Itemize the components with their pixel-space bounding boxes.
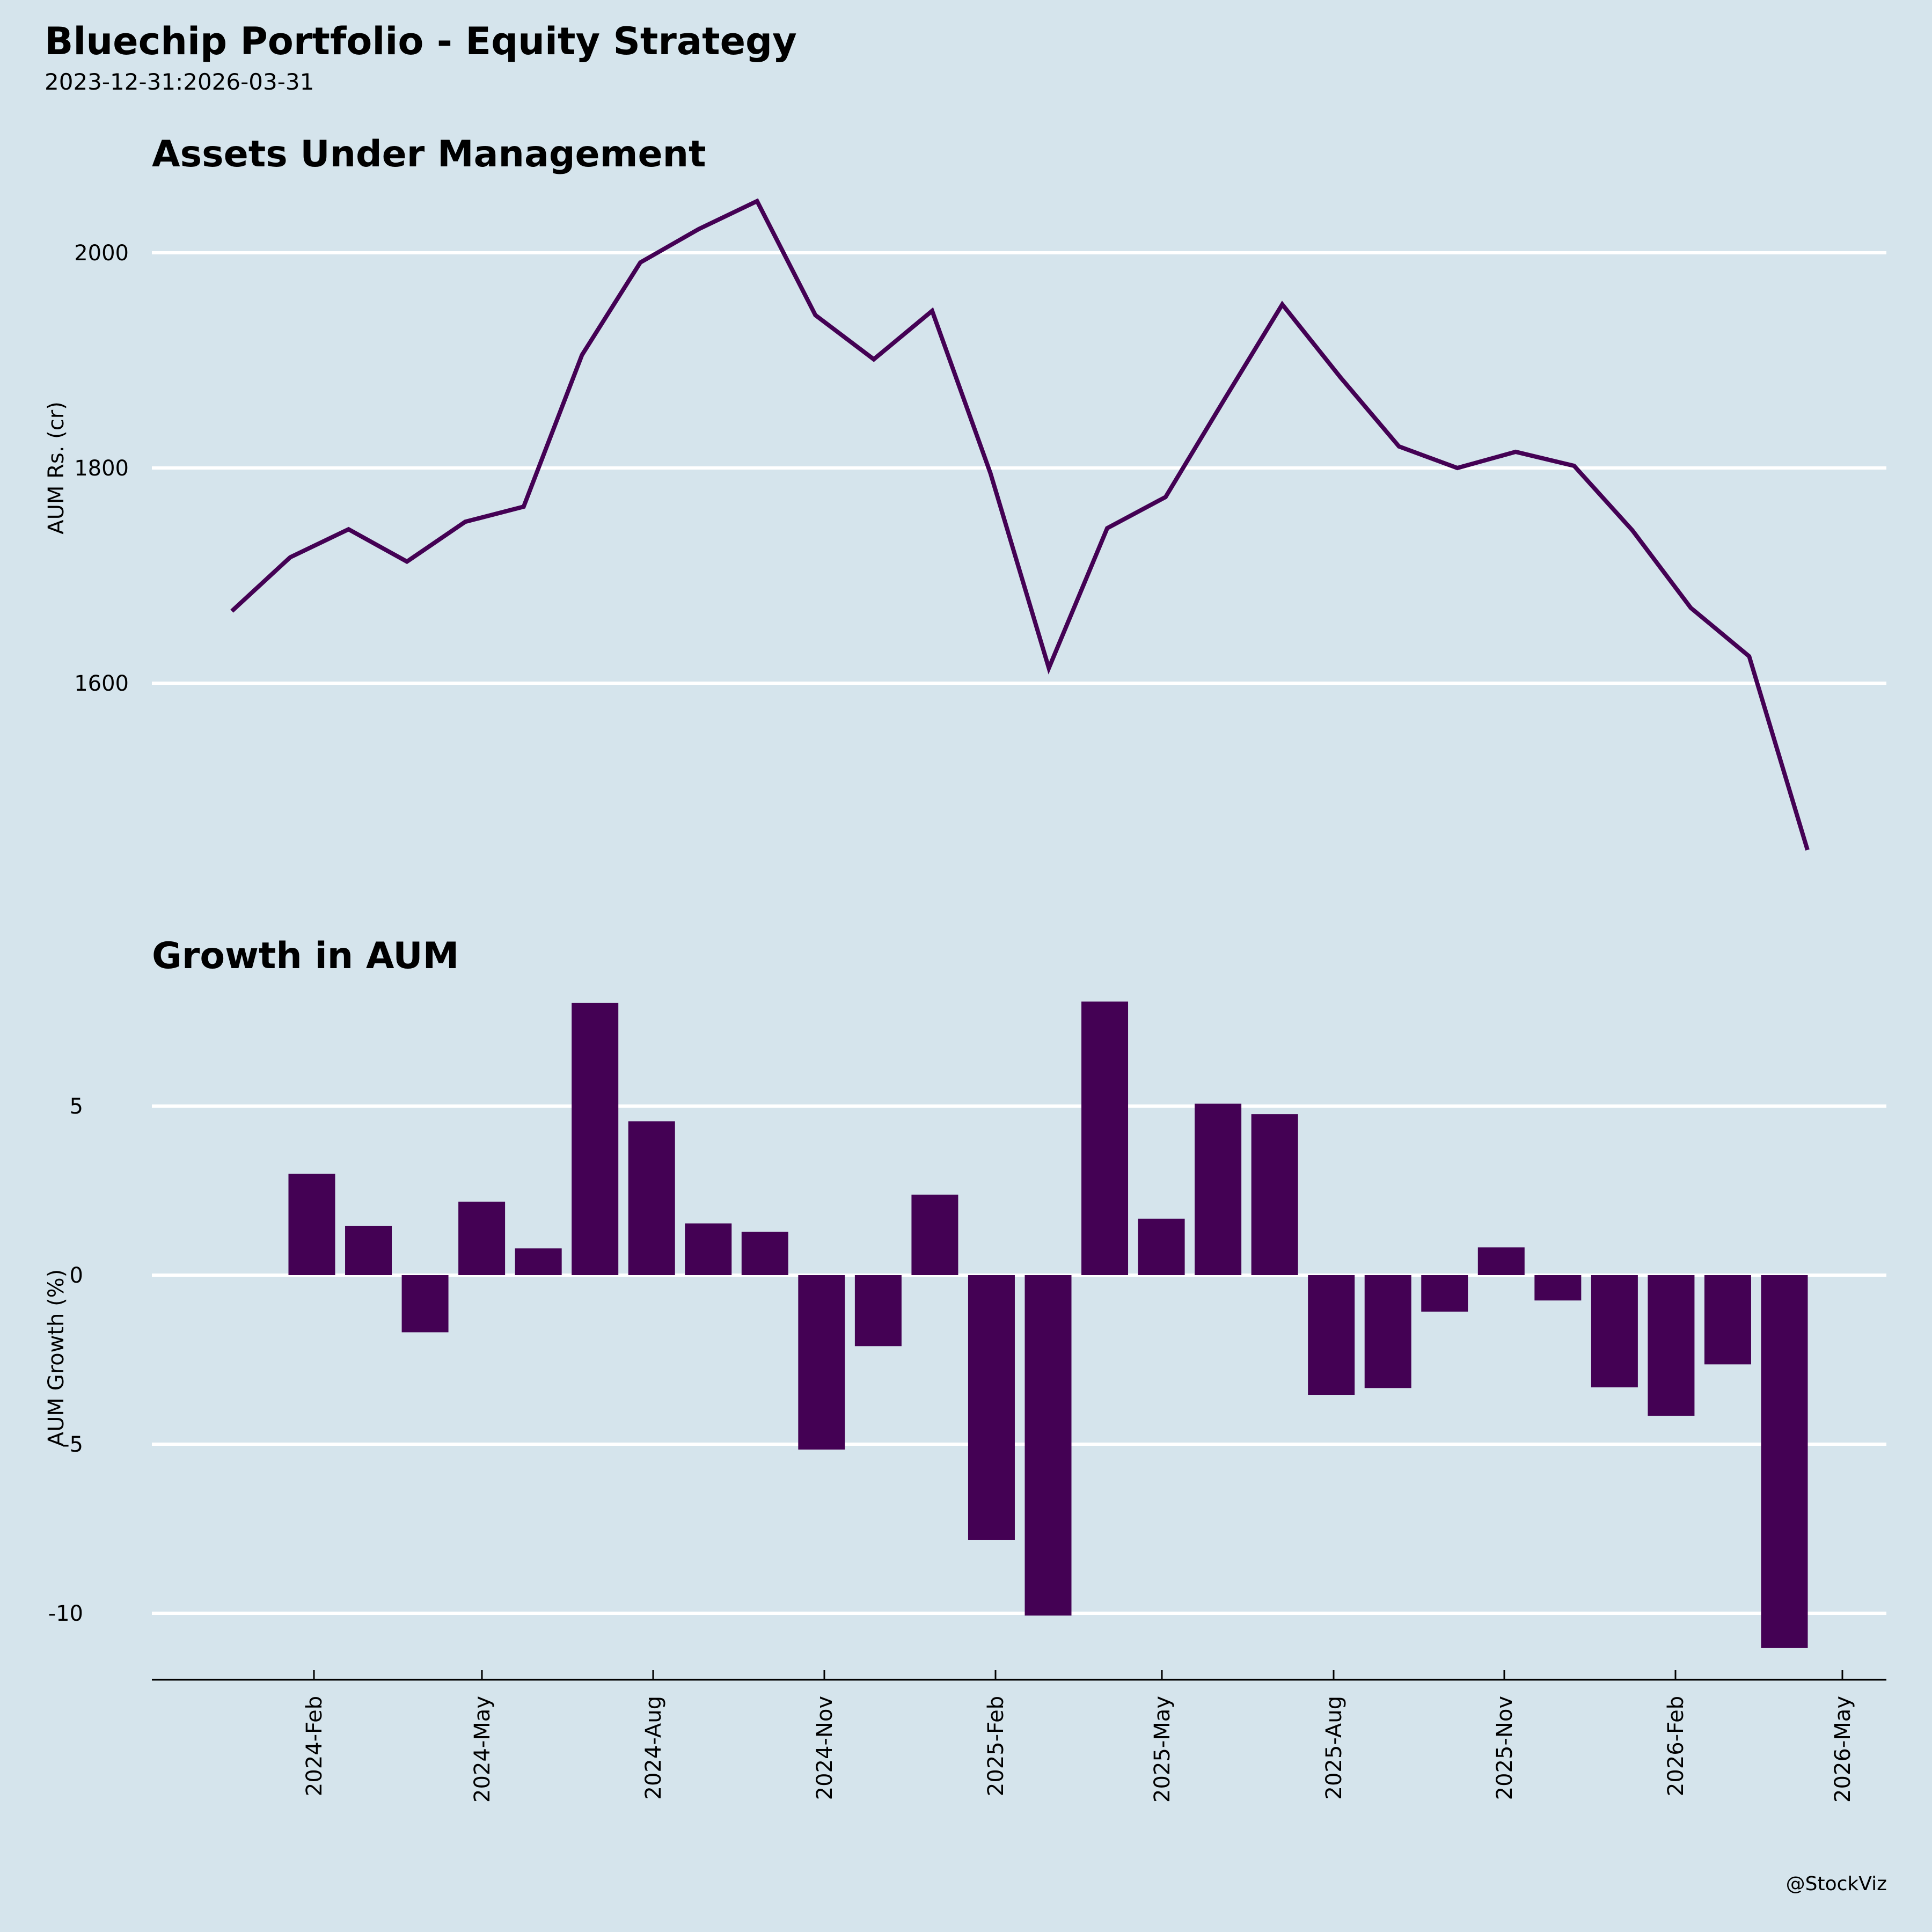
chart-subtitle: 2023-12-31:2026-03-31: [45, 69, 314, 95]
growth-bar: [515, 1248, 562, 1275]
growth-bar: [1308, 1275, 1355, 1395]
x-tick-label: 2024-Nov: [813, 1696, 837, 1800]
growth-bar: [628, 1121, 675, 1275]
growth-bar: [288, 1174, 335, 1275]
growth-bar: [1195, 1103, 1242, 1275]
growth-bar: [1364, 1275, 1411, 1388]
growth-panel-title: Growth in AUM: [152, 935, 459, 977]
growth-bar: [854, 1275, 902, 1346]
growth-bar: [401, 1275, 449, 1333]
growth-bar: [1421, 1275, 1468, 1312]
aum-y-tick-label: 1800: [74, 456, 129, 481]
chart-title: Bluechip Portfolio - Equity Strategy: [45, 19, 797, 63]
growth-bar: [1024, 1275, 1072, 1616]
x-tick-label: 2024-May: [470, 1696, 495, 1803]
aum-gridlines: [152, 251, 1886, 685]
growth-bar: [1534, 1275, 1582, 1301]
growth-bar: [968, 1275, 1015, 1540]
x-tick-label: 2026-Feb: [1664, 1696, 1688, 1796]
growth-bar: [1761, 1275, 1808, 1648]
growth-bar: [458, 1202, 506, 1275]
x-tick-label: 2025-Aug: [1322, 1696, 1346, 1799]
x-tick-label: 2026-May: [1831, 1696, 1855, 1803]
aum-line: [230, 198, 1810, 851]
growth-bar: [798, 1275, 845, 1450]
growth-y-tick-label: -10: [48, 1601, 83, 1626]
growth-bar: [1251, 1114, 1298, 1275]
growth-bar: [1648, 1275, 1695, 1416]
growth-bar: [1591, 1275, 1638, 1388]
growth-bar: [911, 1195, 958, 1275]
aum-y-tick-label: 1600: [74, 671, 129, 696]
aum-line-series: [230, 198, 1810, 851]
aum-y-tick-label: 2000: [74, 241, 129, 266]
x-tick-label: 2025-Nov: [1492, 1696, 1517, 1800]
aum-y-tick-labels: 1600 1800 2000: [74, 241, 129, 696]
growth-bar: [685, 1223, 732, 1275]
growth-y-tick-labels: -10 -5 0 5: [48, 1094, 83, 1626]
x-tick-label: 2024-Aug: [641, 1696, 666, 1799]
growth-bar: [1081, 1001, 1129, 1275]
aum-panel-title: Assets Under Management: [152, 133, 706, 175]
growth-y-tick-label: 0: [70, 1263, 83, 1288]
growth-y-tick-label: -5: [62, 1432, 83, 1457]
growth-y-tick-label: 5: [70, 1094, 83, 1119]
growth-bar: [1138, 1218, 1185, 1275]
credit-label: @StockViz: [1785, 1873, 1887, 1895]
x-axis-ticks: 2024-Feb 2024-May 2024-Aug 2024-Nov 2025-Feb…: [302, 1670, 1855, 1803]
x-tick-label: 2024-Feb: [302, 1696, 327, 1796]
growth-y-axis-label: AUM Growth (%): [44, 1269, 69, 1447]
x-tick-label: 2025-Feb: [984, 1696, 1008, 1796]
x-tick-label: 2025-May: [1150, 1696, 1175, 1803]
growth-bar: [1704, 1275, 1751, 1365]
growth-bar: [741, 1232, 788, 1275]
growth-bar: [1477, 1247, 1525, 1275]
aum-y-axis-label: AUM Rs. (cr): [44, 401, 69, 535]
growth-bar: [572, 1002, 619, 1275]
growth-bar: [345, 1226, 392, 1275]
growth-bars: [288, 1001, 1808, 1648]
